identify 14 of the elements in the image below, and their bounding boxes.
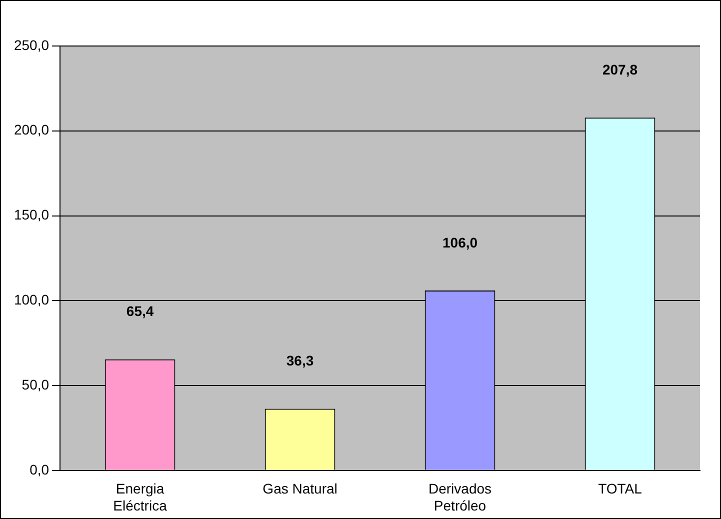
data-label: 207,8 xyxy=(602,62,638,78)
y-tick-label: 100,0 xyxy=(14,292,50,308)
y-tick-label: 150,0 xyxy=(14,206,50,223)
x-tick-label: Gas Natural xyxy=(262,480,338,497)
x-tick-label: Energia Eléctrica xyxy=(113,480,168,514)
y-tick-label: 0,0 xyxy=(30,461,50,478)
y-tick-label: 50,0 xyxy=(22,376,50,392)
x-tick-label: TOTAL xyxy=(598,480,642,497)
y-tick-label: 250,0 xyxy=(14,36,50,53)
x-tick-label: Derivados Petróleo xyxy=(428,480,492,514)
data-label: 36,3 xyxy=(286,352,314,369)
y-tick-label: 200,0 xyxy=(14,122,50,138)
data-label: 65,4 xyxy=(126,303,154,320)
data-label: 106,0 xyxy=(442,234,478,250)
